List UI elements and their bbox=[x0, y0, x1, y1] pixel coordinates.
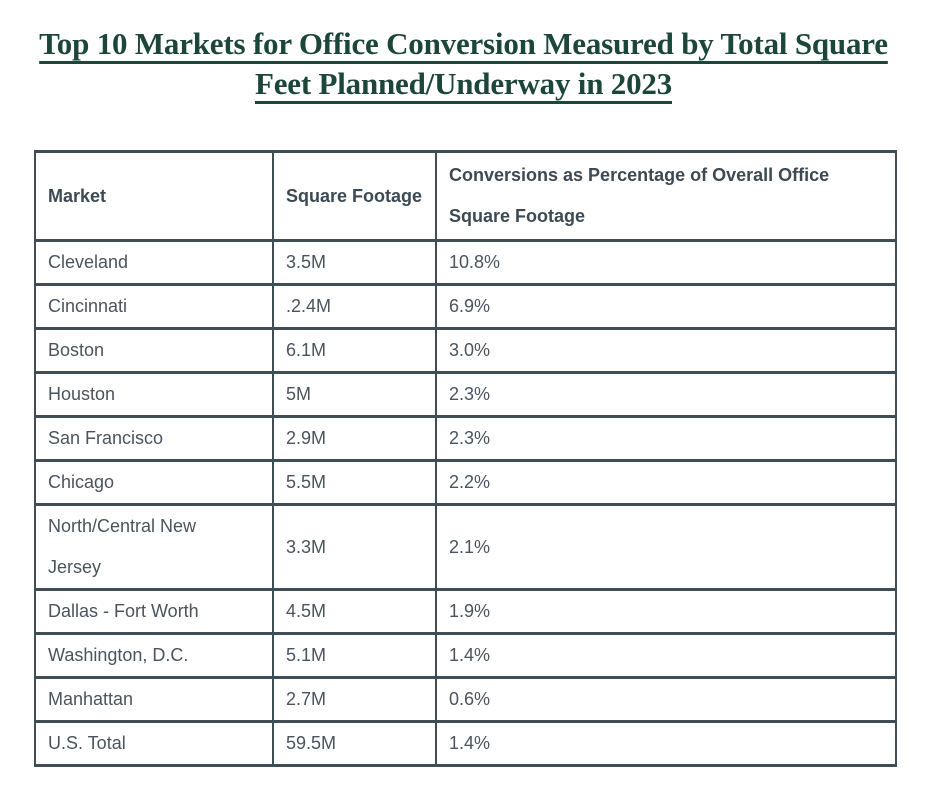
table-header-row: Market Square Footage Conversions as Per… bbox=[34, 150, 897, 242]
percentage-cell: 1.4% bbox=[435, 720, 897, 767]
market-cell: U.S. Total bbox=[34, 720, 274, 767]
percentage-cell: 10.8% bbox=[435, 239, 897, 286]
column-header-conversions-percentage-text: Conversions as Percentage of Overall Off… bbox=[449, 165, 830, 226]
square-footage-cell: 59.5M bbox=[272, 720, 437, 767]
market-cell: Boston bbox=[34, 327, 274, 374]
square-footage-cell: 2.7M bbox=[272, 676, 437, 723]
square-footage-cell: 6.1M bbox=[272, 327, 437, 374]
square-footage-cell: 5.5M bbox=[272, 459, 437, 506]
percentage-cell: 2.2% bbox=[435, 459, 897, 506]
market-cell: Chicago bbox=[34, 459, 274, 506]
table-row: Cleveland 3.5M 10.8% bbox=[34, 239, 897, 286]
table-row: Chicago 5.5M 2.2% bbox=[34, 459, 897, 506]
square-footage-cell: 3.5M bbox=[272, 239, 437, 286]
percentage-cell: 2.3% bbox=[435, 371, 897, 418]
table-row: San Francisco 2.9M 2.3% bbox=[34, 415, 897, 462]
market-cell: Washington, D.C. bbox=[34, 632, 274, 679]
column-header-conversions-percentage: Conversions as Percentage of Overall Off… bbox=[435, 150, 897, 242]
table-row: North/Central New Jersey 3.3M 2.1% bbox=[34, 503, 897, 591]
market-cell: Cincinnati bbox=[34, 283, 274, 330]
table-row: U.S. Total 59.5M 1.4% bbox=[34, 720, 897, 767]
table-row: Washington, D.C. 5.1M 1.4% bbox=[34, 632, 897, 679]
table-row: Manhattan 2.7M 0.6% bbox=[34, 676, 897, 723]
square-footage-cell: 5M bbox=[272, 371, 437, 418]
square-footage-cell: 5.1M bbox=[272, 632, 437, 679]
column-header-market: Market bbox=[34, 150, 274, 242]
percentage-cell: 1.9% bbox=[435, 588, 897, 635]
table-row: Dallas - Fort Worth 4.5M 1.9% bbox=[34, 588, 897, 635]
market-cell: North/Central New Jersey bbox=[34, 503, 274, 591]
table-row: Cincinnati .2.4M 6.9% bbox=[34, 283, 897, 330]
percentage-cell: 2.3% bbox=[435, 415, 897, 462]
table-row: Houston 5M 2.3% bbox=[34, 371, 897, 418]
market-cell: Cleveland bbox=[34, 239, 274, 286]
market-cell: Manhattan bbox=[34, 676, 274, 723]
office-conversion-table: Market Square Footage Conversions as Per… bbox=[34, 150, 897, 767]
square-footage-cell: 4.5M bbox=[272, 588, 437, 635]
page-title-line1: Top 10 Markets for Office Conversion Mea… bbox=[39, 26, 888, 61]
square-footage-cell: .2.4M bbox=[272, 283, 437, 330]
percentage-cell: 3.0% bbox=[435, 327, 897, 374]
market-cell: Houston bbox=[34, 371, 274, 418]
percentage-cell: 0.6% bbox=[435, 676, 897, 723]
table-body: Cleveland 3.5M 10.8% Cincinnati .2.4M 6.… bbox=[34, 239, 897, 767]
page-title-line2: Feet Planned/Underway in 2023 bbox=[255, 66, 672, 101]
percentage-cell: 6.9% bbox=[435, 283, 897, 330]
percentage-cell: 2.1% bbox=[435, 503, 897, 591]
square-footage-cell: 3.3M bbox=[272, 503, 437, 591]
market-cell: San Francisco bbox=[34, 415, 274, 462]
page-title: Top 10 Markets for Office Conversion Mea… bbox=[20, 24, 907, 104]
square-footage-cell: 2.9M bbox=[272, 415, 437, 462]
percentage-cell: 1.4% bbox=[435, 632, 897, 679]
column-header-square-footage: Square Footage bbox=[272, 150, 437, 242]
market-cell: Dallas - Fort Worth bbox=[34, 588, 274, 635]
table-row: Boston 6.1M 3.0% bbox=[34, 327, 897, 374]
